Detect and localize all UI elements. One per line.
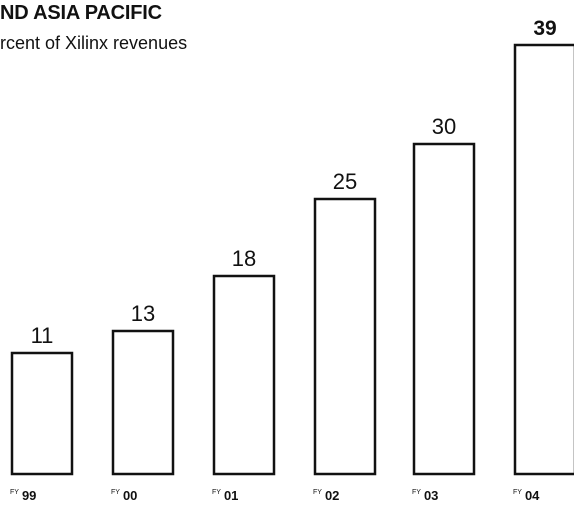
bar-03 bbox=[412, 142, 476, 476]
chart-subtitle: rcent of Xilinx revenues bbox=[0, 33, 188, 53]
bar-00 bbox=[111, 329, 175, 476]
value-label-04: 39 bbox=[533, 17, 556, 40]
x-tick-label-00: FY 00 bbox=[111, 488, 137, 503]
value-label-03: 30 bbox=[432, 114, 456, 139]
bar-02 bbox=[313, 197, 377, 476]
chart-title: ND ASIA PACIFIC bbox=[0, 2, 162, 24]
x-tick-label-04: FY 04 bbox=[513, 488, 540, 503]
x-tick-label-99: FY 99 bbox=[10, 488, 36, 503]
x-tick-label-01: FY 01 bbox=[212, 488, 238, 503]
value-label-99: 11 bbox=[31, 323, 54, 348]
bar-99 bbox=[10, 351, 74, 476]
x-tick-label-02: FY 02 bbox=[313, 488, 339, 503]
x-tick-label-03: FY 03 bbox=[412, 488, 438, 503]
value-label-02: 25 bbox=[333, 169, 357, 194]
value-label-01: 18 bbox=[232, 246, 256, 271]
bar-04 bbox=[513, 43, 574, 476]
bar-01 bbox=[212, 274, 276, 476]
value-label-00: 13 bbox=[131, 301, 155, 326]
